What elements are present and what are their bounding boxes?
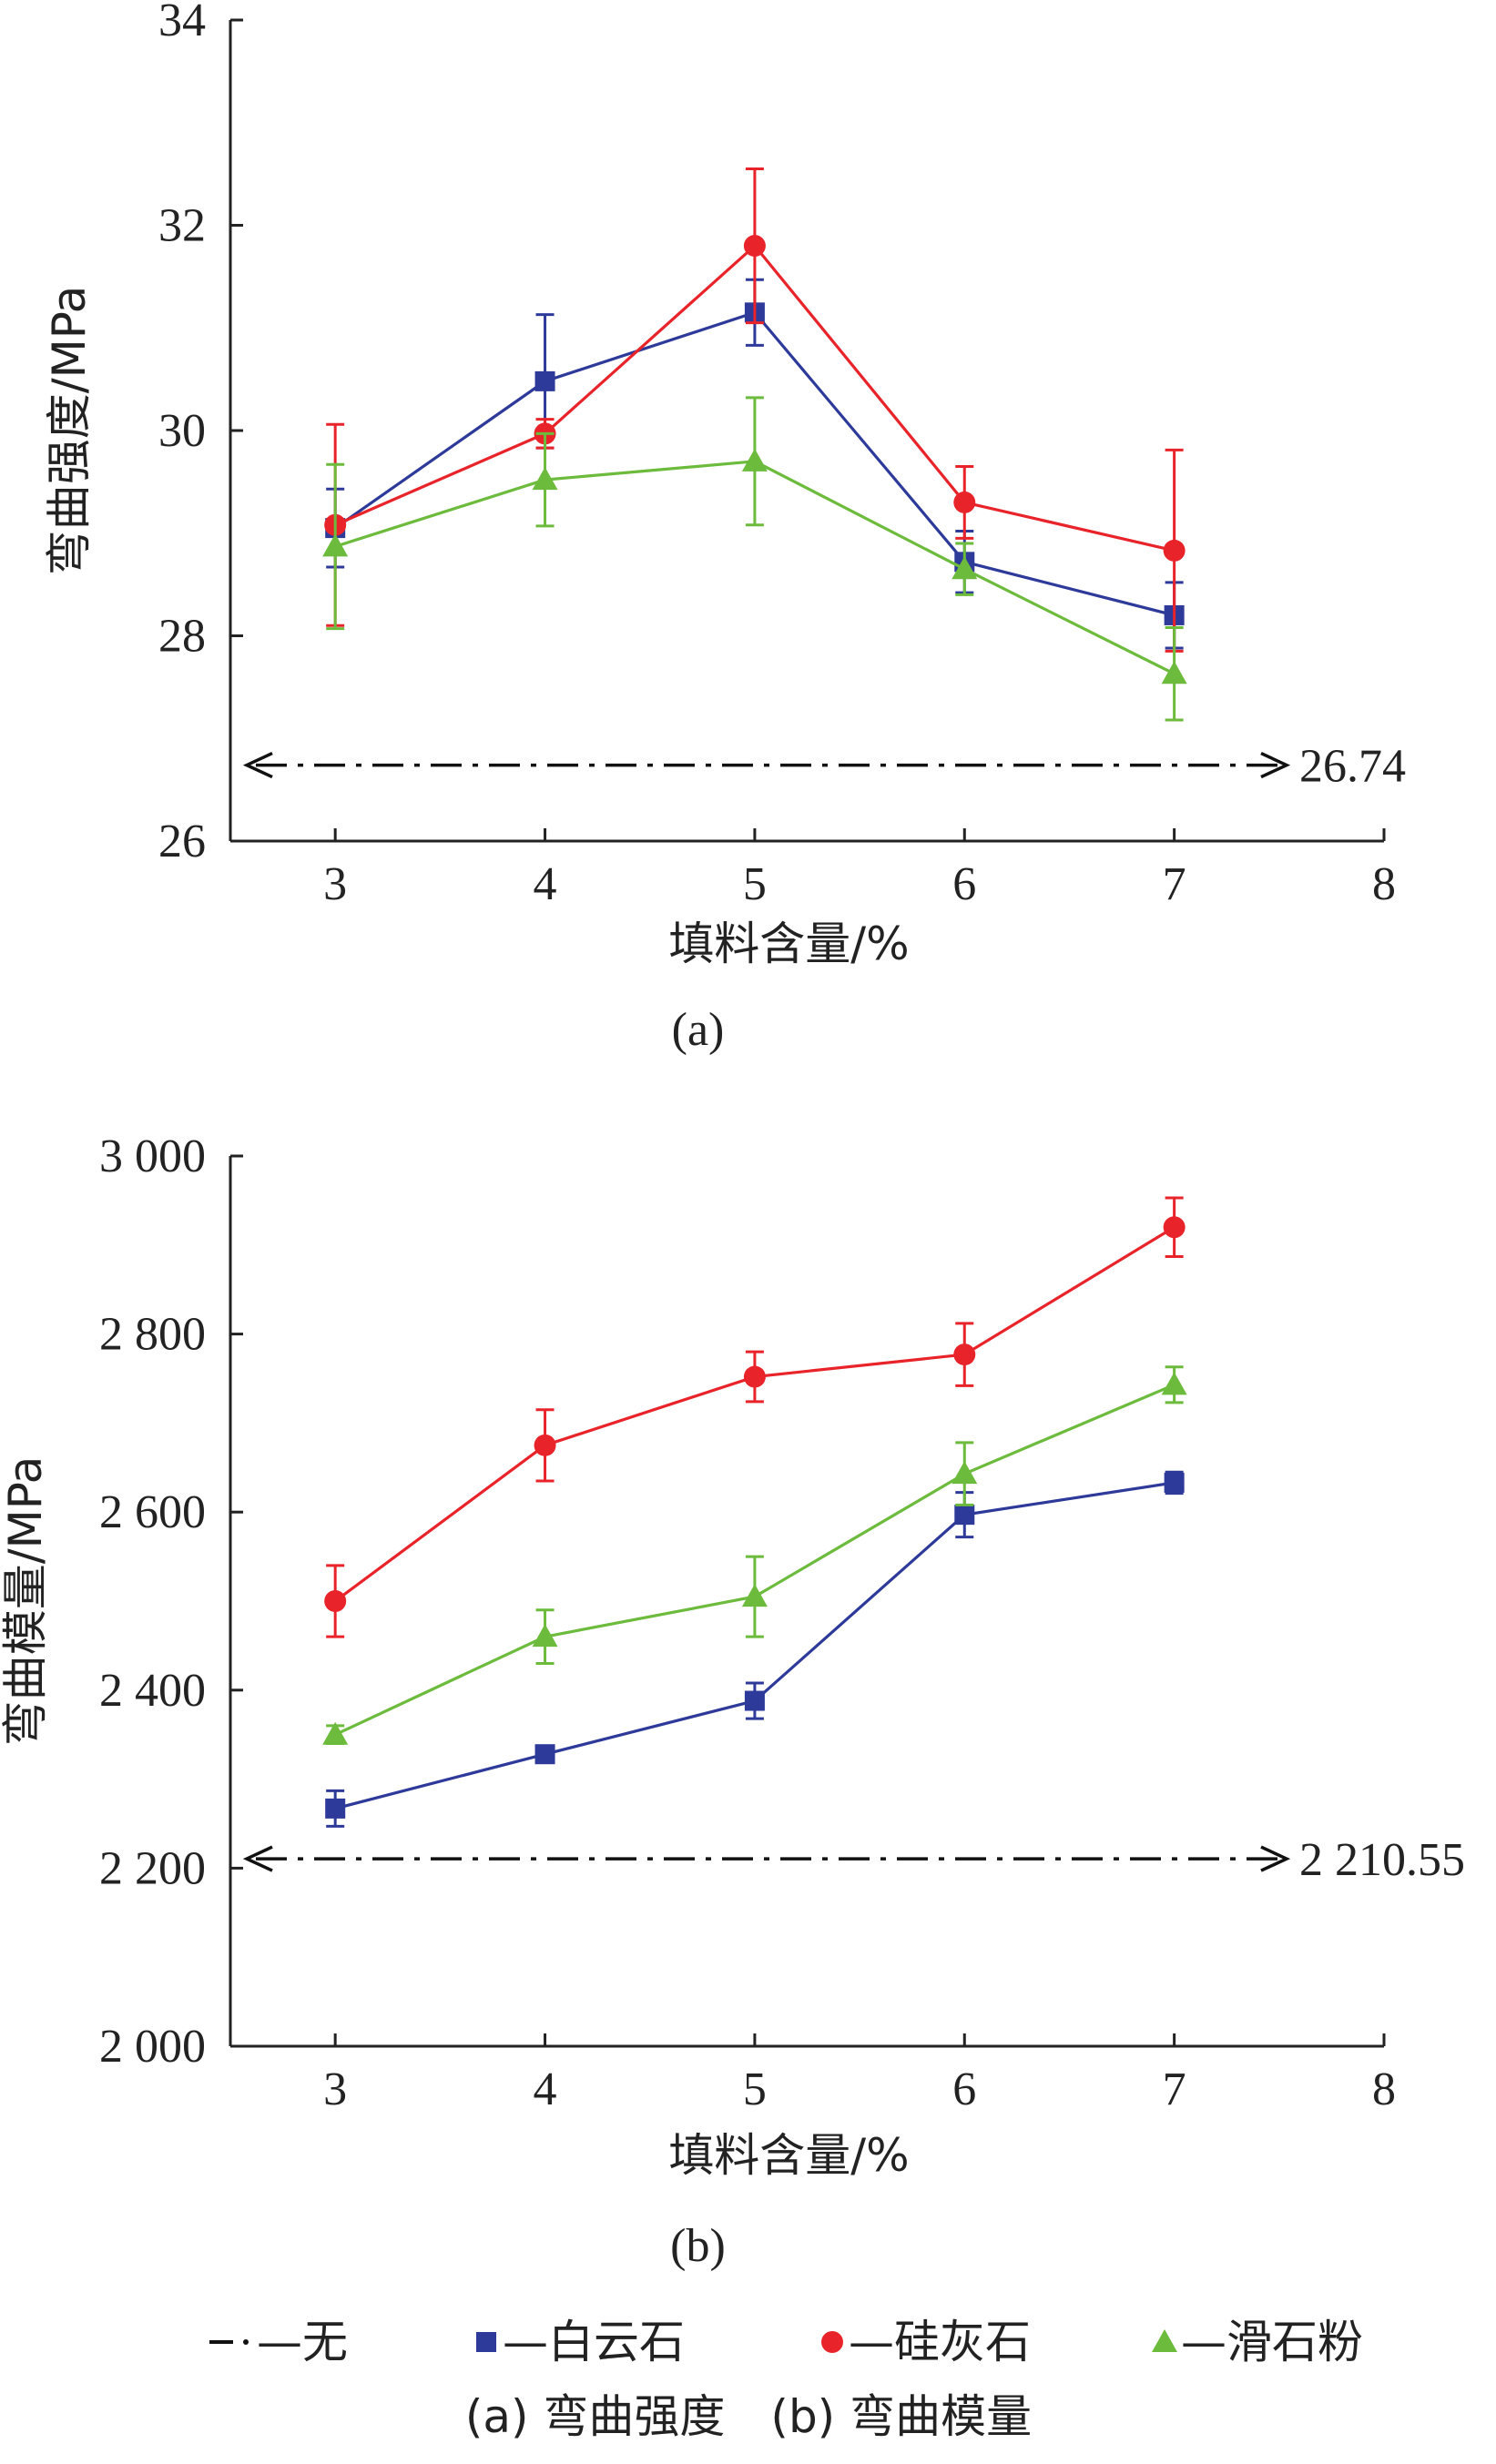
x-axis-label: 填料含量/% bbox=[668, 918, 909, 970]
y-tick-label: 2 000 bbox=[99, 2021, 206, 2073]
data-point bbox=[741, 1584, 768, 1607]
y-tick-label: 28 bbox=[158, 611, 206, 663]
reference-arrow-left bbox=[242, 751, 273, 779]
data-point bbox=[952, 1461, 978, 1485]
legend-item: —硅灰石 bbox=[821, 2316, 1031, 2368]
series-circle bbox=[324, 1196, 1186, 1638]
reference-arrow-right bbox=[1260, 1845, 1291, 1872]
x-axis-label: 填料含量/% bbox=[668, 2129, 909, 2182]
panel-label: (a) bbox=[672, 1004, 725, 1056]
x-tick-label: 8 bbox=[1372, 858, 1396, 910]
x-tick-label: 4 bbox=[534, 2063, 557, 2115]
data-point bbox=[1163, 539, 1186, 562]
data-point bbox=[1164, 1472, 1185, 1493]
data-point bbox=[325, 1798, 346, 1819]
data-point bbox=[952, 556, 978, 580]
data-point bbox=[322, 533, 349, 557]
legend-label: —滑石粉 bbox=[1181, 2316, 1363, 2368]
data-point bbox=[1163, 1216, 1186, 1239]
y-tick-label: 30 bbox=[158, 405, 206, 457]
data-point bbox=[1161, 1372, 1187, 1395]
data-point bbox=[322, 1721, 349, 1745]
data-point bbox=[743, 1365, 766, 1388]
x-tick-label: 6 bbox=[952, 2063, 976, 2115]
legend-dot-icon bbox=[243, 2339, 249, 2345]
y-tick-label: 3 000 bbox=[99, 1131, 206, 1182]
y-axis-label: 弯曲模量/MPa bbox=[0, 1456, 52, 1747]
y-tick-label: 2 800 bbox=[99, 1309, 206, 1361]
series-square bbox=[325, 1470, 1185, 1828]
series-triangle bbox=[322, 1365, 1187, 1745]
data-point bbox=[954, 1505, 975, 1526]
y-tick-label: 2 400 bbox=[99, 1665, 206, 1717]
x-tick-label: 7 bbox=[1163, 2063, 1186, 2115]
legend-square-icon bbox=[476, 2332, 496, 2352]
legend-item: —白云石 bbox=[476, 2316, 685, 2368]
legend-triangle-icon bbox=[1152, 2329, 1177, 2352]
y-tick-label: 26 bbox=[158, 816, 206, 867]
y-tick-label: 2 600 bbox=[99, 1486, 206, 1538]
reference-value-label: 2 210.55 bbox=[1299, 1834, 1465, 1886]
y-axis-label: 弯曲强度/MPa bbox=[43, 286, 96, 576]
x-tick-label: 3 bbox=[323, 858, 347, 910]
panel-label: (b) bbox=[670, 2220, 726, 2272]
y-tick-label: 32 bbox=[158, 200, 206, 252]
legend-label: —白云石 bbox=[503, 2316, 685, 2368]
data-point bbox=[534, 370, 555, 391]
y-tick-label: 2 200 bbox=[99, 1842, 206, 1894]
reference-arrow-left bbox=[242, 1845, 273, 1872]
legend-item: —滑石粉 bbox=[1152, 2316, 1363, 2368]
data-point bbox=[534, 1434, 556, 1456]
data-point bbox=[1161, 661, 1187, 684]
data-point bbox=[741, 448, 768, 472]
legend-circle-icon bbox=[821, 2331, 843, 2353]
data-point bbox=[324, 1590, 347, 1612]
legend-item: —无 bbox=[209, 2316, 348, 2368]
reference-arrow-right bbox=[1260, 751, 1291, 779]
data-point bbox=[743, 235, 766, 258]
series-triangle bbox=[322, 396, 1187, 722]
x-tick-label: 7 bbox=[1163, 858, 1186, 910]
chart-panel-b: 2 000 2 200 2 400 2 600 2 800 3 000 3 4 5 6 7 8 填料含量… bbox=[0, 1131, 1465, 2272]
x-tick-label: 5 bbox=[743, 2063, 767, 2115]
x-tick-label: 4 bbox=[534, 858, 557, 910]
x-tick-label: 8 bbox=[1372, 2063, 1396, 2115]
legend-label: —无 bbox=[257, 2316, 348, 2368]
series-line bbox=[334, 1225, 1175, 1603]
data-point bbox=[953, 1344, 976, 1366]
data-point bbox=[532, 1624, 558, 1648]
legend: —无 —白云石 —硅灰石 —滑石粉 bbox=[209, 2316, 1363, 2368]
x-tick-label: 5 bbox=[743, 858, 767, 910]
figure-caption: (a) 弯曲强度 (b) 弯曲模量 bbox=[465, 2390, 1032, 2443]
x-tick-label: 6 bbox=[952, 858, 976, 910]
data-point bbox=[744, 1690, 765, 1711]
data-point bbox=[953, 491, 976, 513]
data-point bbox=[534, 1744, 555, 1765]
y-tick-label: 34 bbox=[158, 0, 206, 46]
x-tick-label: 3 bbox=[323, 2063, 347, 2115]
legend-label: —硅灰石 bbox=[849, 2316, 1031, 2368]
series-line bbox=[334, 1481, 1175, 1810]
data-point bbox=[532, 467, 558, 491]
reference-value-label: 26.74 bbox=[1299, 741, 1406, 793]
